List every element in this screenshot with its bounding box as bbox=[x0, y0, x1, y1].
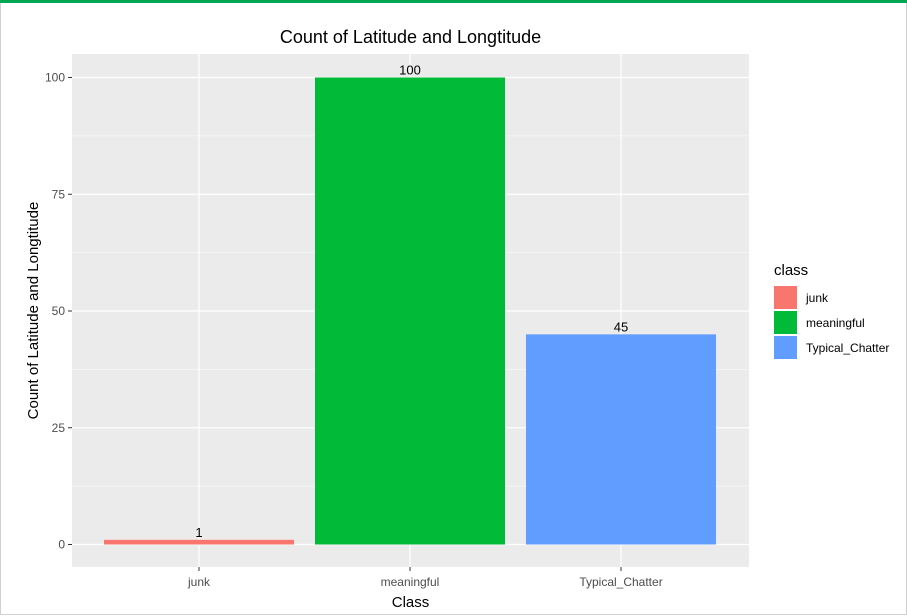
y-tick-label: 25 bbox=[52, 421, 66, 435]
legend-title: class bbox=[774, 262, 808, 279]
window-top-accent-bar bbox=[0, 0, 907, 3]
data-labels: 1 100 45 bbox=[195, 63, 628, 540]
x-axis-title: Class bbox=[392, 594, 430, 611]
x-tick-label: junk bbox=[187, 575, 211, 589]
legend-label: Typical_Chatter bbox=[806, 341, 889, 355]
y-tick-label: 75 bbox=[52, 187, 66, 201]
y-axis-ticks: 0 25 50 75 100 bbox=[45, 71, 72, 552]
y-tick-label: 0 bbox=[58, 538, 65, 552]
bar-meaningful bbox=[315, 77, 505, 545]
legend-key-typical-chatter bbox=[774, 336, 797, 359]
y-tick-label: 50 bbox=[52, 304, 66, 318]
y-axis-title: Count of Latitude and Longtitude bbox=[25, 202, 42, 420]
legend-items: junk meaningful Typical_Chatter bbox=[774, 286, 889, 359]
x-tick-label: Typical_Chatter bbox=[579, 575, 662, 589]
data-label-junk: 1 bbox=[195, 525, 202, 540]
data-label-typical-chatter: 45 bbox=[614, 319, 628, 334]
x-tick-label: meaningful bbox=[381, 575, 440, 589]
legend-label: meaningful bbox=[806, 316, 865, 330]
x-axis-ticks: junk meaningful Typical_Chatter bbox=[187, 567, 663, 589]
bar-typical-chatter bbox=[526, 334, 716, 545]
bar-junk bbox=[104, 539, 294, 545]
y-tick-label: 100 bbox=[45, 71, 65, 85]
legend-key-meaningful bbox=[774, 311, 797, 334]
data-label-meaningful: 100 bbox=[399, 63, 421, 78]
chart-title: Count of Latitude and Longtitude bbox=[280, 27, 541, 47]
bars bbox=[104, 77, 716, 545]
legend-key-junk bbox=[774, 286, 797, 309]
legend: class junk meaningful Typical_Chatter bbox=[774, 262, 889, 359]
legend-label: junk bbox=[805, 291, 829, 305]
